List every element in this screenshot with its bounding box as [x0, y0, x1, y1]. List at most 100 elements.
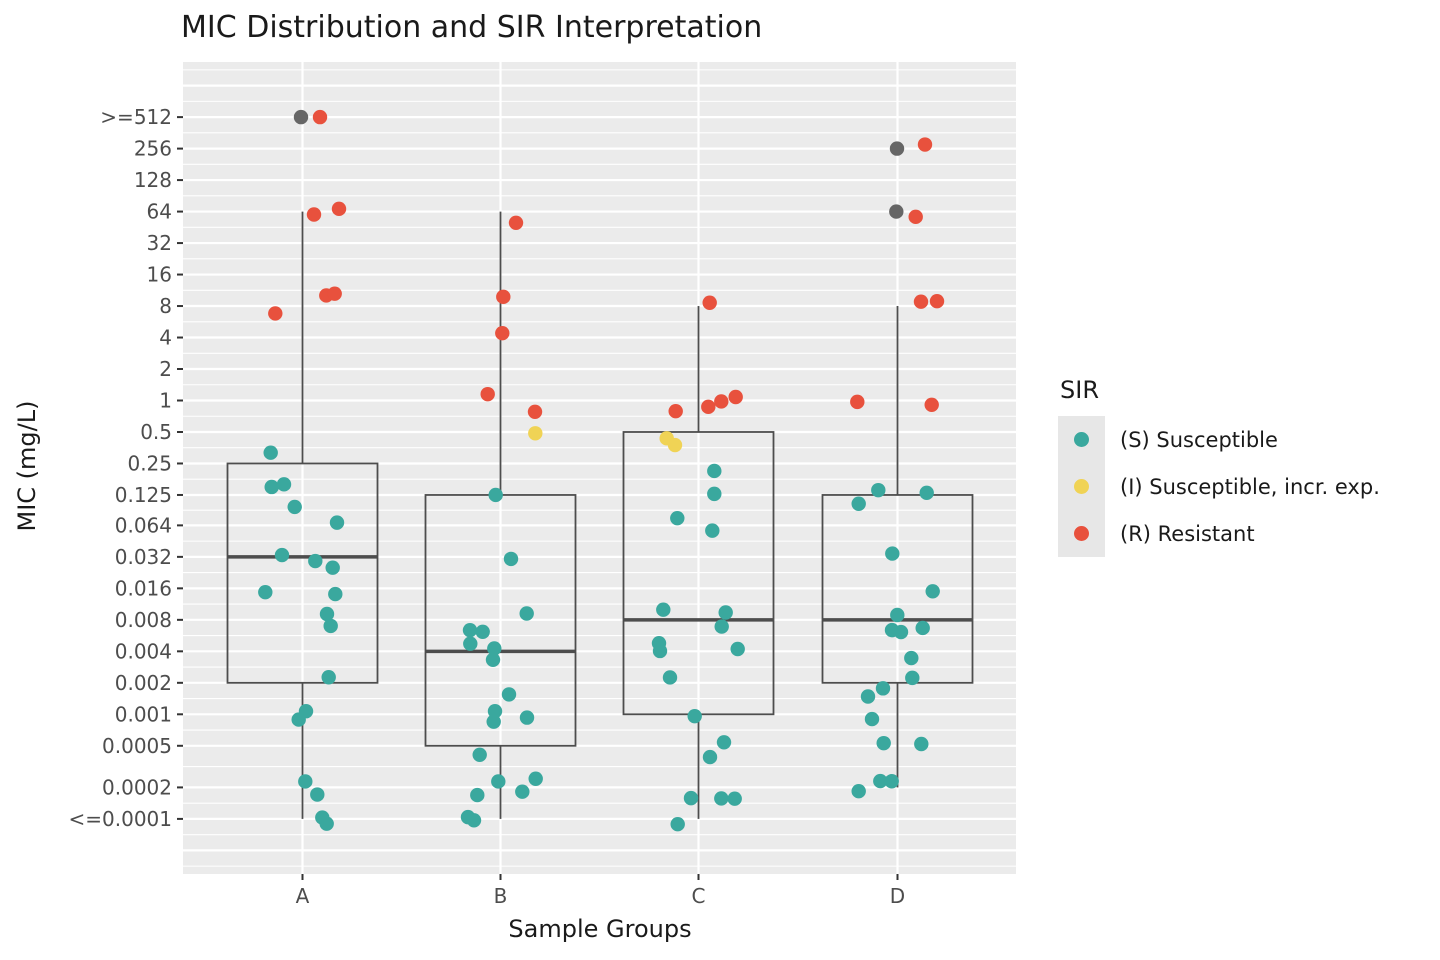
y-tick-label: 0.125 — [115, 483, 172, 507]
x-tick-label: D — [890, 884, 905, 908]
y-tick-label: 256 — [134, 137, 172, 161]
legend-item-label: (R) Resistant — [1120, 521, 1255, 546]
legend-key — [1058, 510, 1105, 557]
legend-item-susceptible-incr-exp: (I) Susceptible, incr. exp. — [1058, 463, 1380, 510]
jitter-point — [707, 463, 722, 479]
jitter-point — [908, 209, 923, 225]
jitter-point — [687, 708, 702, 724]
jitter-point — [668, 404, 683, 419]
y-axis-title: MIC (mg/L) — [13, 400, 41, 532]
jitter-point — [889, 204, 904, 219]
jitter-point — [486, 714, 501, 729]
y-tick-label: 0.5 — [140, 420, 172, 444]
jitter-point — [873, 773, 888, 789]
y-tick-label: >=512 — [100, 105, 172, 129]
jitter-point — [716, 735, 732, 750]
jitter-point — [864, 711, 880, 727]
y-tick-label: 0.0005 — [102, 734, 172, 758]
jitter-point — [730, 641, 745, 657]
jitter-point — [662, 670, 678, 685]
jitter-point — [496, 289, 511, 305]
jitter-point — [475, 624, 490, 639]
jitter-point — [924, 397, 939, 412]
jitter-point — [463, 636, 478, 651]
jitter-point — [914, 736, 929, 752]
jitter-point — [919, 485, 934, 501]
jitter-point — [652, 643, 668, 659]
jitter-point — [876, 735, 891, 751]
jitter-point — [306, 207, 322, 222]
y-tick-label: 32 — [147, 231, 172, 255]
jitter-point — [515, 784, 530, 799]
jitter-point — [287, 499, 302, 515]
jitter-point — [884, 774, 899, 789]
jitter-point — [495, 325, 510, 341]
jitter-point — [714, 791, 729, 806]
jitter-point — [905, 670, 920, 686]
jitter-point — [875, 681, 891, 696]
y-tick-label: 1 — [159, 389, 172, 413]
jitter-point — [308, 553, 323, 569]
jitter-point — [298, 774, 313, 789]
legend-item-resistant: (R) Resistant — [1058, 510, 1380, 557]
jitter-point — [472, 747, 487, 763]
susceptible-incr-exp-dot-icon — [1074, 479, 1089, 494]
x-axis-title: Sample Groups — [508, 915, 692, 943]
jitter-point — [321, 670, 336, 685]
jitter-point — [319, 816, 334, 831]
chart-title: MIC Distribution and SIR Interpretation — [181, 10, 763, 45]
jitter-point — [491, 774, 506, 789]
jitter-point — [714, 619, 729, 634]
jitter-point — [329, 515, 345, 530]
jitter-point — [325, 560, 340, 575]
legend-item-susceptible: (S) Susceptible — [1058, 416, 1380, 463]
jitter-point — [293, 109, 309, 125]
jitter-point — [487, 704, 503, 719]
y-tick-label: 2 — [159, 357, 172, 381]
jitter-point — [328, 586, 343, 602]
y-tick-label: 0.016 — [115, 576, 172, 600]
jitter-point — [667, 437, 683, 453]
jitter-point — [501, 687, 517, 702]
jitter-point — [915, 620, 930, 636]
jitter-point — [470, 787, 485, 803]
jitter-point — [488, 487, 503, 503]
jitter-point — [913, 294, 929, 309]
legend-item-label: (S) Susceptible — [1120, 427, 1278, 452]
jitter-point — [462, 622, 478, 638]
plot-panel — [183, 62, 1016, 874]
y-tick-label: 8 — [159, 294, 172, 318]
jitter-point — [291, 712, 306, 727]
legend-title: SIR — [1060, 376, 1099, 404]
y-tick-label: 0.032 — [115, 545, 172, 569]
jitter-point — [893, 624, 909, 640]
jitter-point — [508, 215, 524, 230]
y-tick-label: 0.002 — [115, 671, 172, 695]
legend-item-label: (I) Susceptible, incr. exp. — [1120, 474, 1380, 499]
jitter-point — [850, 394, 865, 410]
jitter-point — [319, 606, 335, 622]
box-A — [226, 462, 379, 684]
jitter-point — [480, 386, 495, 402]
y-tick-label: 64 — [147, 200, 172, 224]
jitter-point — [714, 394, 729, 409]
jitter-point — [718, 605, 733, 620]
jitter-point — [728, 389, 743, 405]
jitter-point — [670, 510, 685, 526]
y-tick-label: <=0.0001 — [69, 807, 173, 831]
legend: SIR (S) Susceptible (I) Susceptible, inc… — [1058, 376, 1380, 557]
jitter-point — [487, 641, 502, 656]
y-tick-label: 0.25 — [127, 451, 172, 475]
y-tick-label: 0.064 — [115, 513, 172, 537]
jitter-point — [702, 295, 717, 310]
jitter-point — [528, 426, 543, 441]
x-tick-label: A — [296, 884, 310, 908]
jitter-point — [503, 551, 519, 567]
y-tick-label: 0.004 — [115, 639, 172, 663]
jitter-point — [268, 306, 283, 321]
legend-key — [1058, 416, 1105, 463]
jitter-point — [702, 749, 718, 765]
jitter-point — [929, 293, 945, 309]
